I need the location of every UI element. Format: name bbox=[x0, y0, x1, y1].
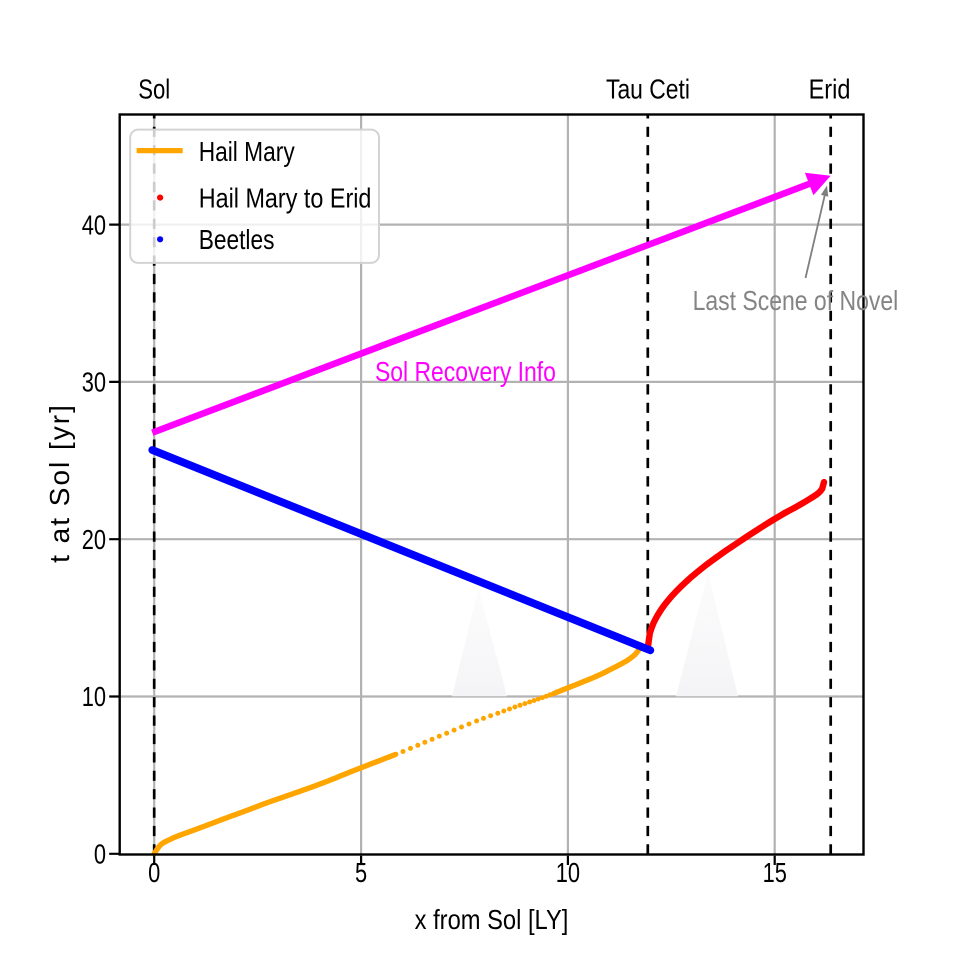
svg-text:30: 30 bbox=[82, 367, 106, 398]
svg-text:Hail Mary: Hail Mary bbox=[199, 137, 295, 168]
svg-text:0: 0 bbox=[148, 857, 160, 888]
svg-text:Sol Recovery Info: Sol Recovery Info bbox=[375, 357, 556, 388]
svg-text:20: 20 bbox=[82, 524, 106, 555]
svg-text:Hail Mary to Erid: Hail Mary to Erid bbox=[199, 183, 372, 213]
svg-text:5: 5 bbox=[355, 857, 367, 888]
svg-text:Erid: Erid bbox=[809, 74, 851, 104]
svg-text:10: 10 bbox=[82, 682, 106, 713]
svg-text:Tau Ceti: Tau Ceti bbox=[606, 74, 690, 105]
svg-text:Sol: Sol bbox=[138, 74, 170, 105]
svg-text:x from Sol [LY]: x from Sol [LY] bbox=[415, 905, 569, 935]
svg-text:15: 15 bbox=[763, 857, 787, 888]
svg-text:t at Sol [yr]: t at Sol [yr] bbox=[44, 403, 75, 563]
svg-text:Last Scene of Novel: Last Scene of Novel bbox=[693, 286, 899, 317]
svg-text:40: 40 bbox=[82, 210, 106, 241]
svg-text:10: 10 bbox=[556, 857, 580, 888]
svg-text:0: 0 bbox=[94, 839, 106, 870]
svg-text:Beetles: Beetles bbox=[199, 225, 275, 256]
